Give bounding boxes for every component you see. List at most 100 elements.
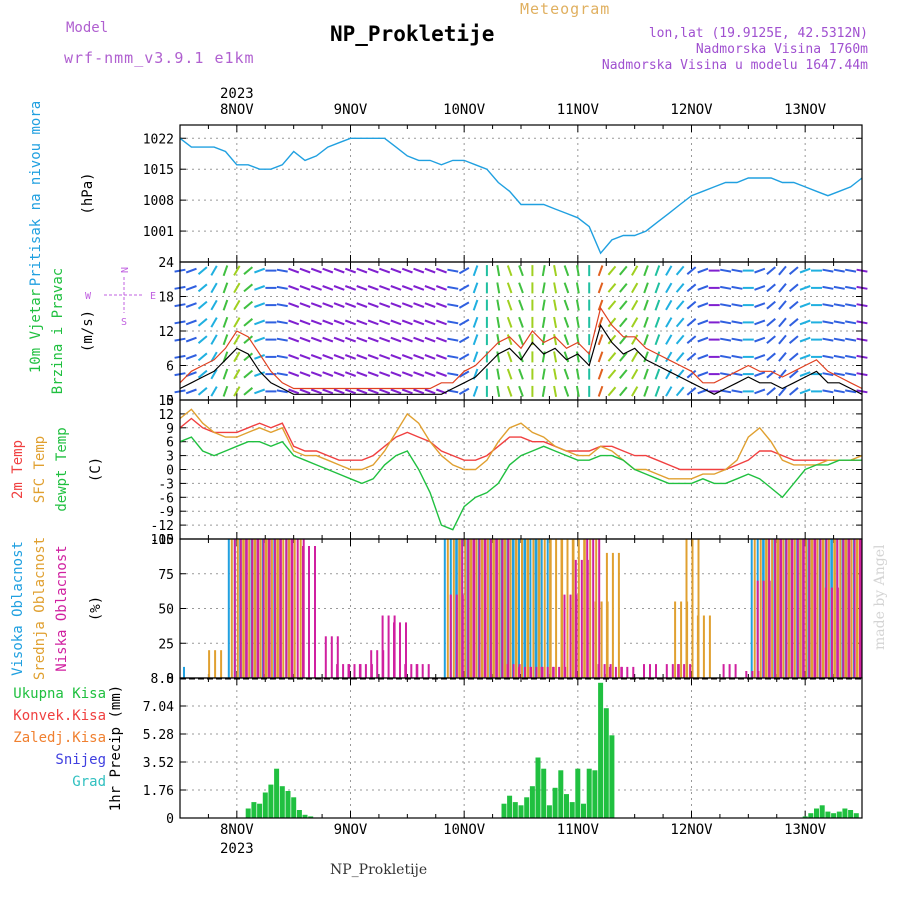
wind-barb xyxy=(720,268,732,273)
wind-barb xyxy=(458,387,470,395)
cloud-bar xyxy=(827,539,830,678)
wind-barb xyxy=(597,385,604,397)
cloud-bar xyxy=(569,594,572,678)
wind-barb xyxy=(654,385,661,397)
x-date-label-top: 13NOV xyxy=(784,102,827,118)
wind-barb xyxy=(643,334,649,346)
precip-bar xyxy=(831,813,837,818)
wind-barb xyxy=(720,337,732,342)
cloud-bar xyxy=(308,546,310,678)
y-tick-label: -15 xyxy=(151,533,174,548)
wind-barb xyxy=(619,386,628,397)
wind-barb xyxy=(367,371,379,377)
wind-barb xyxy=(424,285,436,291)
wind-barb xyxy=(379,285,391,291)
wind-barb xyxy=(435,267,447,274)
wind-barb xyxy=(607,283,617,293)
wind-barb xyxy=(333,267,345,274)
wind-barb xyxy=(799,285,811,291)
precip-bar xyxy=(262,792,268,818)
wind-barb xyxy=(697,371,709,377)
wind-barb xyxy=(344,302,357,308)
wind-barb xyxy=(766,266,776,275)
cloud-bar xyxy=(844,539,847,678)
cloud-bar xyxy=(483,539,486,678)
wind-barb xyxy=(367,388,379,395)
wind-barb xyxy=(541,368,546,380)
cloud-bar xyxy=(734,664,737,678)
precip-bar xyxy=(836,811,842,818)
wind-barb xyxy=(766,283,776,293)
y-axis-label: (%) xyxy=(88,596,104,621)
cloud-bar xyxy=(759,539,762,678)
wind-barb xyxy=(686,387,697,396)
wind-barb xyxy=(541,299,546,311)
wind-barb xyxy=(631,299,639,311)
wind-barb xyxy=(518,316,524,328)
lonlat-label: lon,lat (19.9125E, 42.5312N) xyxy=(648,26,868,41)
wind-barb xyxy=(310,302,322,308)
wind-barb xyxy=(356,336,368,343)
cloud-bar xyxy=(603,664,606,678)
wind-barb xyxy=(506,316,513,328)
wind-barb xyxy=(686,352,697,362)
cloud-bar xyxy=(560,539,563,678)
precip-bar xyxy=(524,797,530,818)
wind-barb xyxy=(458,336,470,344)
wind-barb xyxy=(788,283,799,293)
cloud-bar xyxy=(821,539,824,678)
wind-barb xyxy=(665,351,673,363)
wind-barb xyxy=(788,387,799,396)
y-tick-label: 0 xyxy=(166,464,174,479)
cloud-bar xyxy=(785,539,788,678)
wind-barb xyxy=(333,319,345,326)
wind-barb xyxy=(310,319,322,326)
cloud-bar xyxy=(475,539,478,678)
wind-barb xyxy=(299,371,311,377)
wind-barb xyxy=(518,385,524,397)
y-tick-label: 0 xyxy=(166,812,174,827)
wind-barb xyxy=(424,336,436,343)
cloud-bar xyxy=(498,539,501,678)
wind-barb xyxy=(665,386,673,397)
cloud-bar xyxy=(404,664,407,678)
cloud-bar xyxy=(762,580,765,678)
compass-north-label: N xyxy=(118,267,129,273)
wind-barb xyxy=(496,316,501,328)
wind-barb xyxy=(447,268,459,273)
wind-barb xyxy=(697,354,709,360)
y-tick-label: 6 xyxy=(166,436,174,451)
wind-barb xyxy=(458,267,470,275)
wind-barb xyxy=(575,351,580,363)
wind-barb xyxy=(210,265,218,276)
wind-barb xyxy=(310,267,322,274)
wind-barb xyxy=(288,371,300,377)
wind-barb xyxy=(619,352,628,362)
wind-barb xyxy=(731,337,743,342)
cloud-bar xyxy=(796,539,799,678)
wind-barb xyxy=(619,300,628,310)
wind-barb xyxy=(665,334,673,345)
cloud-bar xyxy=(571,539,574,678)
cloud-bar xyxy=(586,539,589,678)
wind-barb xyxy=(833,372,845,377)
watermark: made by Angel xyxy=(872,544,888,651)
wind-barb xyxy=(333,285,345,291)
y-axis-label: Pritisak na nivou mora xyxy=(28,101,44,286)
cloud-bar xyxy=(816,539,819,678)
cloud-bar xyxy=(580,559,583,678)
elevation-label: Nadmorska Visina 1760m xyxy=(695,42,868,57)
wind-barb xyxy=(631,351,639,363)
cloud-bar xyxy=(802,539,805,678)
wind-barb xyxy=(731,268,743,273)
cloud-bar xyxy=(509,539,512,678)
cloud-bar xyxy=(279,539,282,678)
wind-barb xyxy=(833,268,845,273)
wind-barb xyxy=(254,354,266,360)
wind-barb xyxy=(553,265,558,277)
wind-barb xyxy=(799,267,811,274)
wind-barb xyxy=(518,282,524,294)
cloud-bar xyxy=(605,552,608,678)
wind-barb xyxy=(299,302,311,308)
cloud-bar xyxy=(242,539,245,678)
